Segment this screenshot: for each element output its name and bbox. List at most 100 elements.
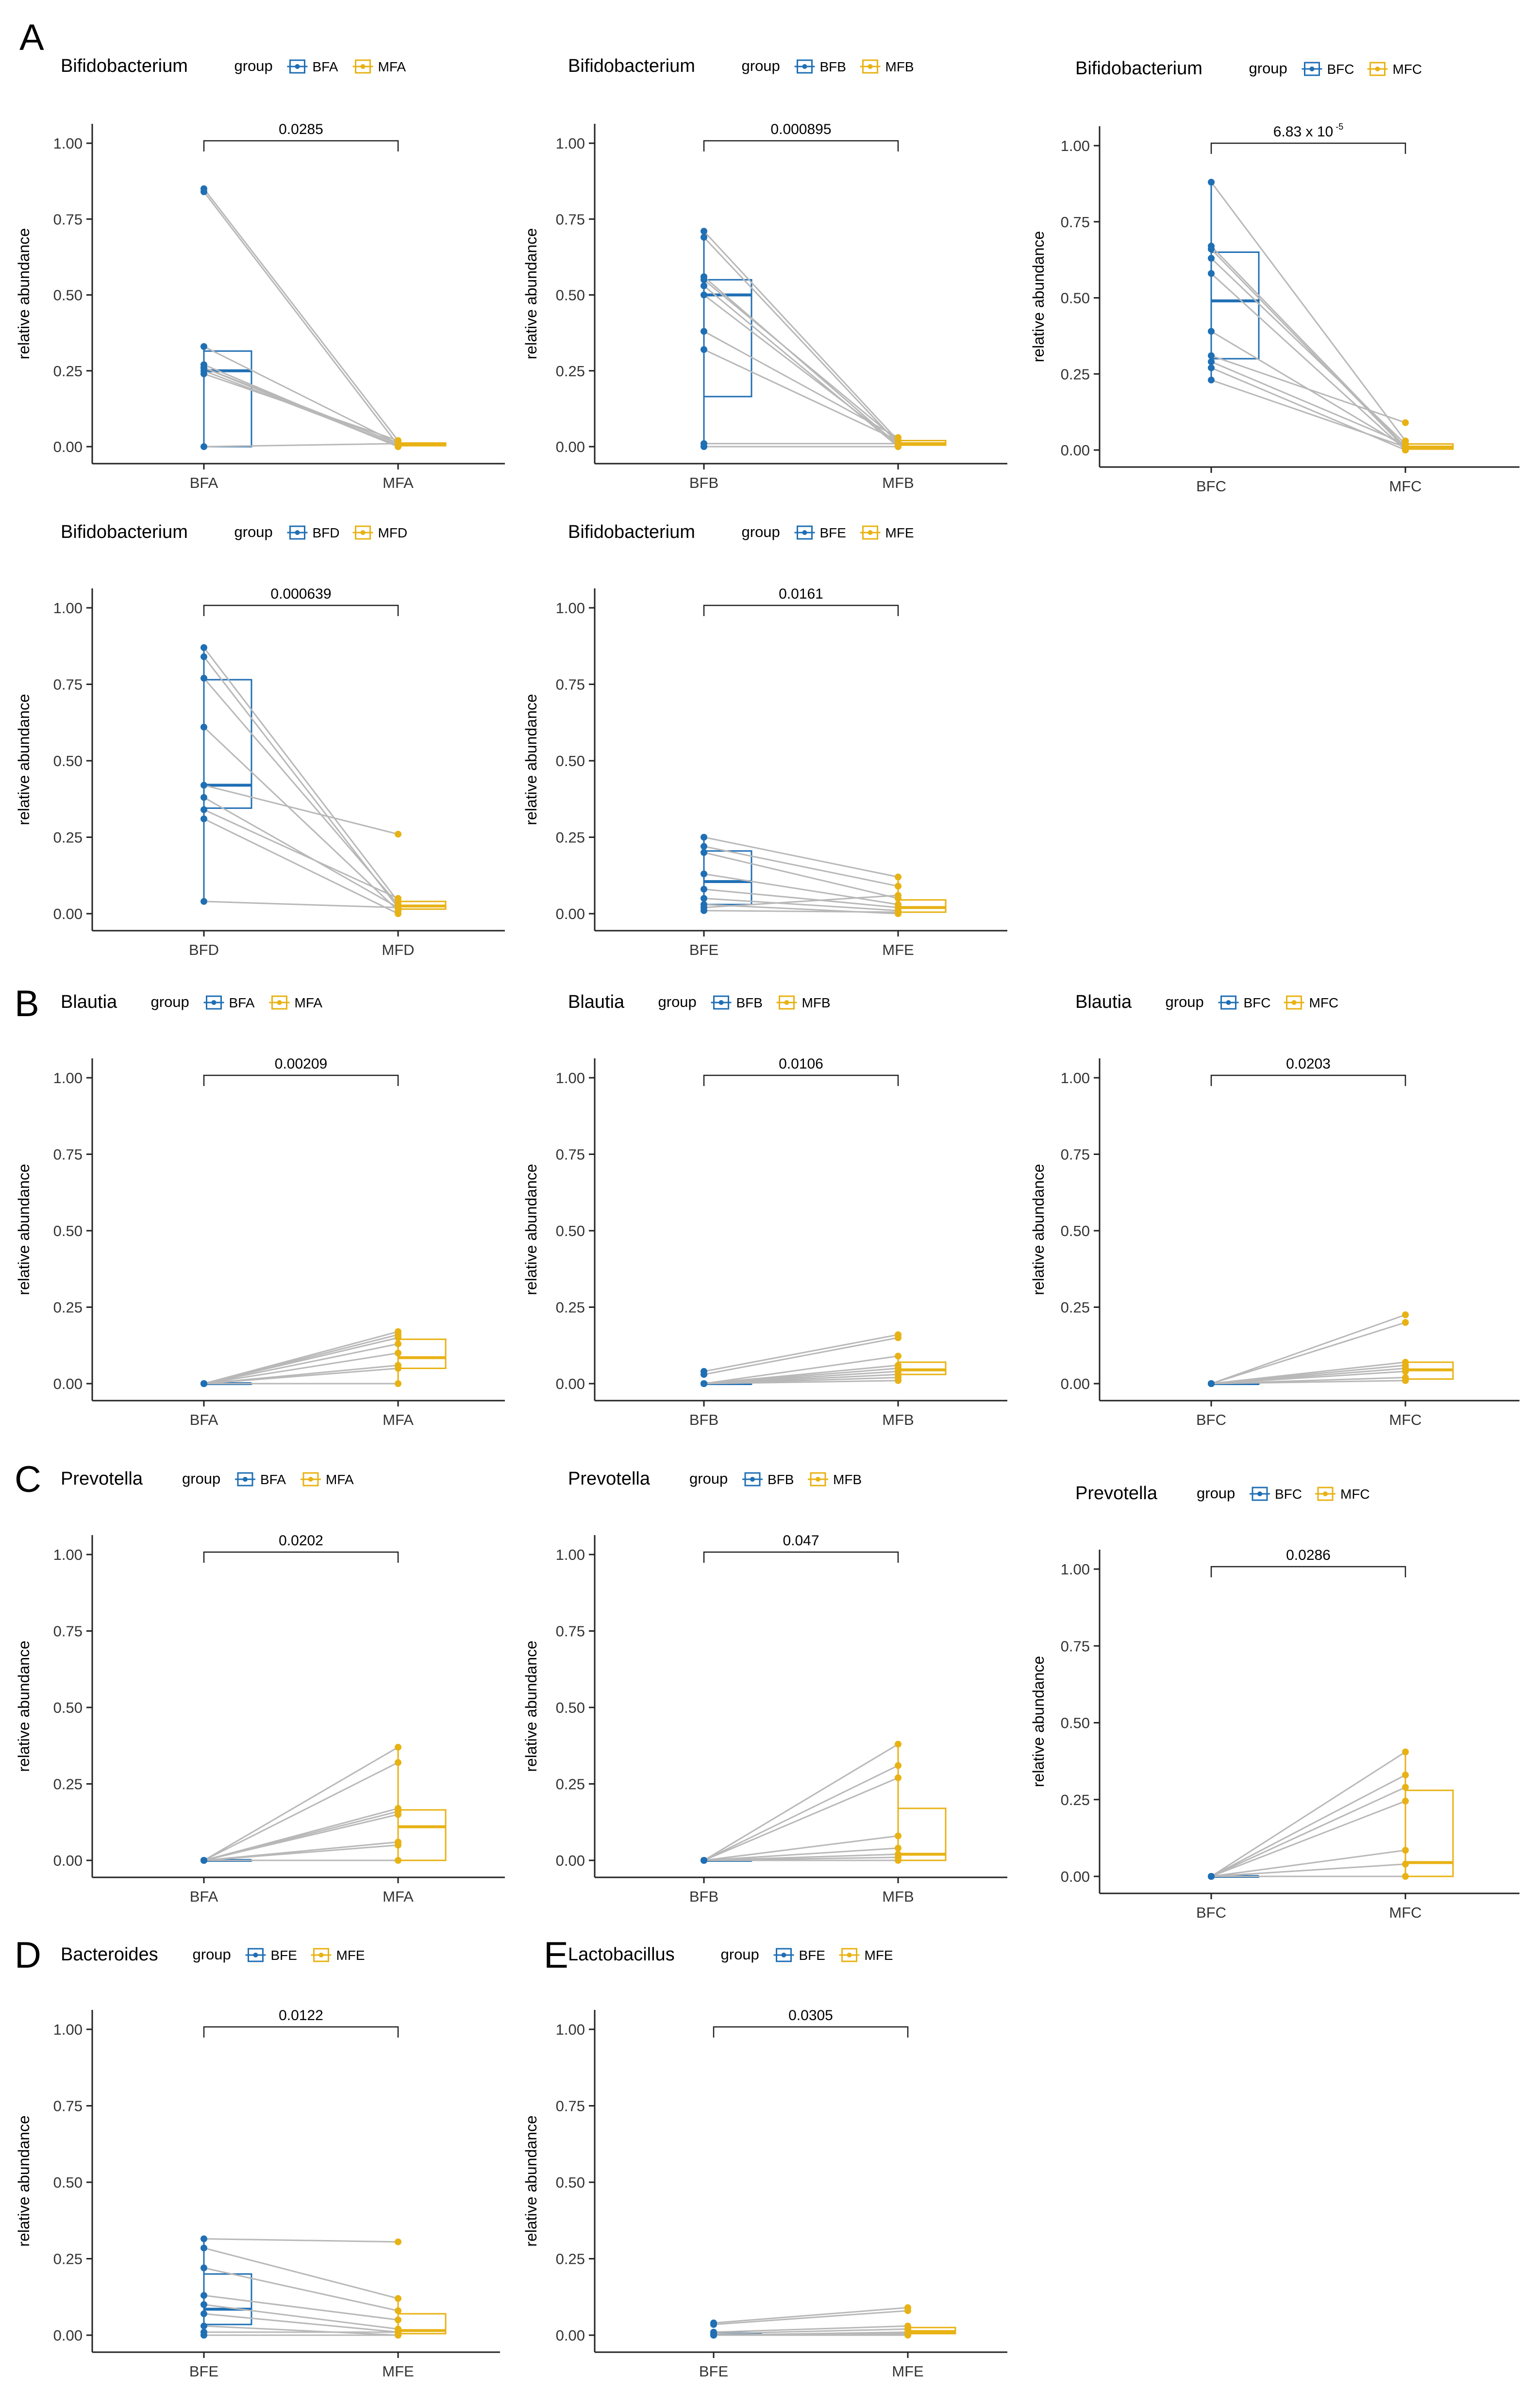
legend-key-dot	[1226, 1000, 1231, 1005]
data-point-after	[895, 1832, 902, 1839]
legend-label-bfb: BFB	[820, 59, 846, 74]
chart-title: Prevotella	[61, 1469, 143, 1489]
data-point-after	[395, 2238, 401, 2245]
paired-line	[703, 1765, 899, 1861]
significance-bracket	[1210, 142, 1406, 154]
y-tick-label: 1.00	[1061, 1561, 1090, 1578]
y-tick-label: 1.00	[53, 2021, 83, 2038]
paired-line	[703, 236, 899, 444]
box-mfa	[397, 1809, 447, 1861]
x-tick-label-bfb: BFB	[689, 1411, 718, 1428]
data-point-after	[1402, 1368, 1409, 1375]
paired-line	[703, 898, 899, 912]
y-tick-label: 0.75	[556, 1623, 585, 1640]
data-point-before	[200, 188, 207, 195]
chart-title: Prevotella	[1075, 1483, 1158, 1504]
legend-title: group	[1166, 993, 1204, 1010]
chart-bifidobacterium-bfe: Bifidobacterium group BFE MFE 0.00 0.25 0.50 0.…	[522, 522, 1007, 958]
data-point-after	[395, 1380, 401, 1387]
paired-line	[203, 818, 399, 915]
legend-key-dot	[1375, 67, 1380, 71]
legend-label-bfb: BFB	[768, 1472, 794, 1487]
data-point-before	[701, 282, 707, 289]
data-point-before	[701, 870, 707, 878]
paired-line	[1211, 1314, 1406, 1385]
data-point-before	[701, 234, 707, 241]
significance-bracket	[703, 1551, 899, 1563]
y-tick-label: 0.75	[1061, 1146, 1090, 1163]
legend-label-mfa: MFA	[295, 995, 323, 1010]
y-tick-label: 0.00	[1061, 1375, 1090, 1392]
y-tick-label: 0.00	[556, 1375, 585, 1392]
y-tick-label: 0.50	[556, 287, 585, 304]
data-point-before	[1208, 358, 1215, 366]
chart-title: Lactobacillus	[568, 1944, 675, 1965]
paired-line	[203, 784, 399, 835]
legend-key-dot	[718, 1000, 724, 1005]
y-tick-label: 0.25	[53, 1299, 83, 1316]
legend-label-bfa: BFA	[260, 1472, 286, 1487]
data-point-before	[1208, 254, 1215, 262]
y-tick-label: 0.00	[53, 1852, 83, 1869]
data-point-before	[200, 2332, 207, 2339]
chart-bifidobacterium-bfd: Bifidobacterium group BFD MFD 0.00 0.25 0.50 0.…	[15, 522, 505, 958]
legend-title: group	[742, 57, 780, 74]
paired-line	[703, 1743, 899, 1861]
paired-line	[1211, 1371, 1406, 1385]
y-tick-label: 0.25	[1061, 1791, 1090, 1808]
y-axis-label: relative abundance	[15, 694, 33, 825]
paired-line	[703, 1777, 899, 1861]
chart-bifidobacterium-bfc: Bifidobacterium group BFC MFC 0.00 0.25 0.50 0.…	[1030, 58, 1519, 495]
x-tick-label-mfe: MFE	[892, 2363, 923, 2380]
data-point-after	[1402, 1797, 1409, 1805]
data-point-before	[200, 443, 207, 450]
x-tick-label-bfa: BFA	[190, 1888, 218, 1905]
paired-line	[703, 1355, 899, 1385]
p-value-label: 0.0161	[779, 586, 823, 602]
paired-line	[703, 1334, 899, 1372]
legend-label-mfd: MFD	[378, 525, 408, 540]
x-tick-label-bfc: BFC	[1196, 478, 1226, 495]
data-point-before	[701, 346, 707, 353]
data-point-before	[200, 782, 207, 789]
chart-title: Blautia	[568, 992, 625, 1012]
y-tick-label: 1.00	[556, 1070, 585, 1087]
paired-line	[1211, 379, 1406, 448]
legend-key-dot	[781, 1953, 786, 1957]
legend-label-bfa: BFA	[313, 59, 338, 74]
y-tick-label: 1.00	[1061, 1070, 1090, 1087]
legend-key-dot	[253, 1953, 258, 1957]
legend-key-dot	[784, 1000, 789, 1005]
y-axis-label: relative abundance	[15, 1640, 33, 1772]
panel-letter-b: B	[15, 983, 39, 1024]
legend-key-dot	[295, 530, 300, 535]
paired-line	[203, 1844, 399, 1861]
chart-prevotella-bfb: Prevotella group BFB MFB 0.00 0.25 0.50 0.75 1.0…	[522, 1469, 1007, 1905]
y-tick-label: 0.00	[53, 2327, 83, 2344]
legend-label-bfc: BFC	[1327, 62, 1354, 77]
paired-line	[203, 647, 399, 902]
significance-bracket	[203, 1074, 399, 1086]
y-axis-label: relative abundance	[15, 228, 33, 359]
data-point-before	[1208, 1873, 1215, 1880]
box-mfe	[397, 2313, 447, 2335]
box-bfc	[1210, 251, 1260, 360]
legend-label-bfc: BFC	[1275, 1487, 1302, 1502]
data-point-after	[895, 1762, 902, 1769]
data-point-before	[200, 644, 207, 651]
p-value-label: 0.0202	[279, 1533, 323, 1549]
chart-blautia-bfb: Blautia group BFB MFB 0.00 0.25 0.50 0.75 1.00 re…	[522, 992, 1007, 1428]
data-point-before	[200, 2264, 207, 2272]
legend-key-dot	[816, 1477, 820, 1482]
x-tick-label-mfc: MFC	[1389, 1411, 1421, 1428]
legend-label-mfe: MFE	[885, 525, 914, 540]
y-tick-label: 1.00	[53, 600, 83, 617]
x-tick-label-mfd: MFD	[382, 941, 414, 958]
data-point-before	[701, 328, 707, 335]
paired-line	[203, 1746, 399, 1861]
x-tick-label-mfc: MFC	[1389, 478, 1421, 495]
data-point-after	[395, 1743, 401, 1751]
data-point-before	[710, 2321, 717, 2328]
data-point-after	[395, 2316, 401, 2324]
data-point-before	[701, 291, 707, 299]
